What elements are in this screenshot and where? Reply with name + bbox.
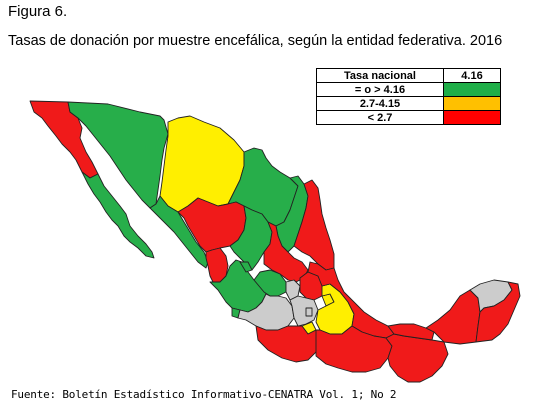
state-tabasco — [387, 323, 435, 341]
legend-header-row: Tasa nacional 4.16 — [316, 68, 501, 83]
legend-swatch-high — [443, 82, 501, 97]
state-ciudad-de-mexico — [305, 307, 313, 317]
state-campeche — [425, 289, 481, 345]
source-note: Fuente: Boletín Estadístico Informativo-… — [11, 388, 397, 401]
state-chiapas — [385, 333, 449, 383]
state-quintana-roo — [475, 281, 521, 343]
figure-title: Tasas de donación por muestre encefálica… — [8, 33, 503, 49]
legend-swatch-low — [443, 110, 501, 125]
state-aguascalientes — [239, 261, 253, 273]
legend-label-low: < 2.7 — [316, 110, 444, 125]
state-baja-california-sur — [81, 171, 155, 259]
legend-swatch-medium — [443, 96, 501, 111]
state-estado-de-mexico — [289, 295, 319, 327]
state-puebla — [315, 283, 355, 335]
figure-label: Figura 6. — [8, 3, 68, 20]
legend-row-low: < 2.7 — [316, 110, 501, 125]
legend-table: Tasa nacional 4.16 = o > 4.16 2.7-4.15 <… — [316, 68, 501, 125]
